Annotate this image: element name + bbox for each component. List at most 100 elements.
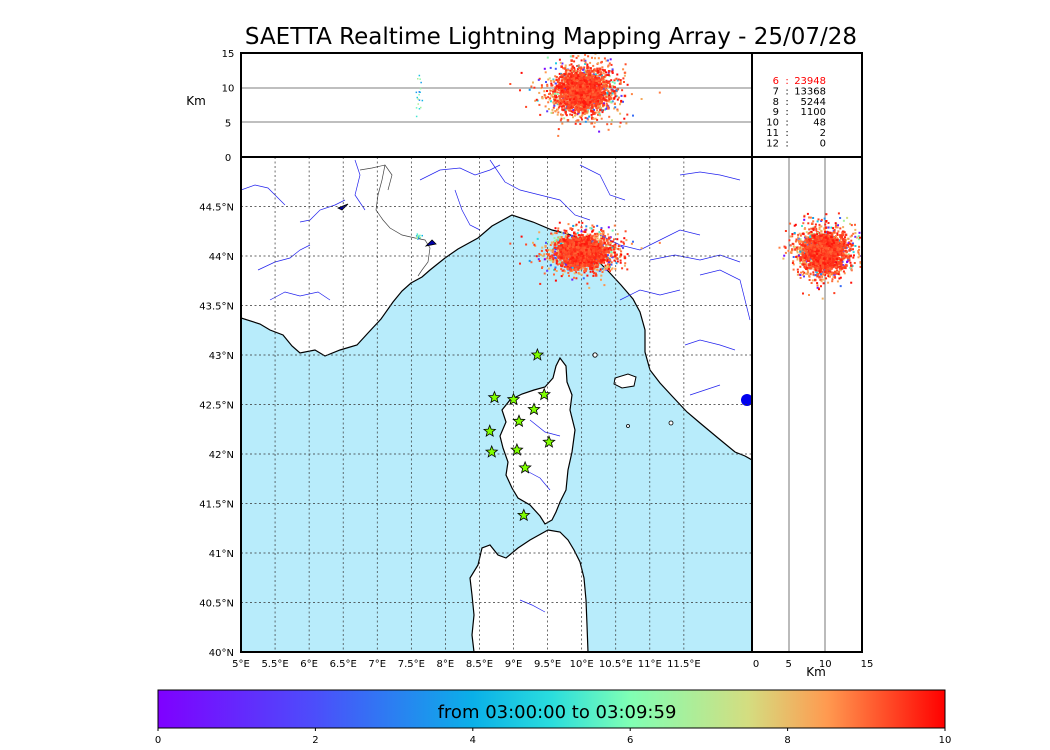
source-point (589, 238, 592, 241)
source-point (622, 241, 625, 244)
source-point (566, 232, 569, 235)
source-point (583, 102, 587, 106)
source-point (624, 71, 627, 74)
source-point (589, 72, 592, 75)
source-point (607, 233, 610, 236)
source-point (606, 254, 609, 257)
source-point (547, 254, 550, 257)
source-point (605, 249, 608, 251)
source-point (584, 269, 587, 272)
source-point (613, 96, 616, 99)
source-point (790, 251, 793, 254)
source-point (597, 243, 600, 246)
source-point (621, 267, 624, 270)
source-point (553, 246, 556, 249)
source-point (616, 260, 619, 263)
station-count-stations: 9 (773, 107, 779, 118)
source-point (602, 245, 604, 248)
source-point (548, 77, 551, 80)
source-point (596, 99, 599, 103)
source-point (614, 257, 617, 260)
station-star (487, 390, 502, 404)
source-point (596, 67, 599, 71)
source-point (579, 244, 582, 247)
source-point (584, 59, 587, 62)
source-point (416, 236, 419, 238)
source-point (592, 253, 596, 256)
source-point (558, 246, 562, 250)
source-point (579, 85, 582, 89)
source-point (585, 242, 588, 246)
source-point (602, 95, 605, 98)
source-point (600, 261, 603, 264)
source-point (594, 236, 597, 239)
source-point (593, 125, 596, 128)
source-point (607, 128, 610, 131)
source-point (613, 238, 615, 241)
source-point (596, 87, 600, 90)
source-point (567, 87, 570, 90)
source-point (569, 252, 573, 256)
source-point (593, 84, 596, 87)
source-point (582, 108, 585, 111)
source-point (604, 99, 607, 102)
source-point (570, 266, 573, 269)
source-point (611, 69, 614, 72)
map-ytick-label: 43.5°N (199, 302, 234, 313)
source-point (558, 255, 561, 259)
source-point (566, 90, 569, 93)
source-point (534, 245, 537, 247)
source-point (555, 84, 559, 88)
source-point (555, 91, 558, 94)
source-point (530, 85, 533, 88)
source-point (553, 101, 556, 104)
source-point (591, 230, 594, 233)
source-point (582, 230, 585, 233)
source-point (554, 102, 557, 104)
source-point (594, 89, 598, 92)
map-xtick-label: 8.5°E (466, 659, 493, 670)
source-point (581, 254, 585, 258)
source-point (584, 120, 587, 123)
mainland-coastline (241, 214, 752, 461)
map-ytick-labels: 40°N40.5°N41°N41.5°N42°N42.5°N43°N43.5°N… (199, 203, 234, 660)
source-point (581, 113, 584, 116)
source-point (569, 113, 572, 116)
station-star (530, 347, 545, 361)
source-point (555, 243, 558, 246)
source-point (553, 103, 556, 106)
source-point (587, 257, 590, 260)
source-point (562, 88, 566, 92)
source-point (574, 259, 578, 263)
station-count-value: 1100 (801, 107, 826, 118)
source-point (560, 242, 563, 245)
source-point (587, 252, 591, 255)
source-point (610, 101, 613, 104)
source-point (587, 237, 590, 240)
source-point (613, 245, 617, 248)
source-point (592, 225, 595, 228)
source-point (606, 260, 609, 263)
source-point (582, 71, 585, 74)
source-point (568, 76, 572, 80)
source-point (596, 269, 599, 272)
source-point (561, 62, 564, 65)
source-point (560, 244, 563, 247)
source-point (569, 91, 572, 94)
source-point (596, 263, 599, 267)
source-point (547, 101, 550, 104)
source-point (558, 83, 561, 86)
source-point (581, 263, 585, 266)
map-ytick-label: 42°N (209, 450, 234, 461)
source-point (602, 230, 605, 233)
source-point (558, 97, 562, 100)
source-point (833, 292, 836, 295)
source-point (595, 240, 598, 243)
source-point (624, 262, 627, 265)
source-point (595, 79, 598, 82)
source-point (596, 237, 599, 240)
source-point (559, 93, 563, 96)
source-point (632, 114, 634, 117)
source-point (599, 95, 602, 98)
source-point (583, 269, 585, 272)
